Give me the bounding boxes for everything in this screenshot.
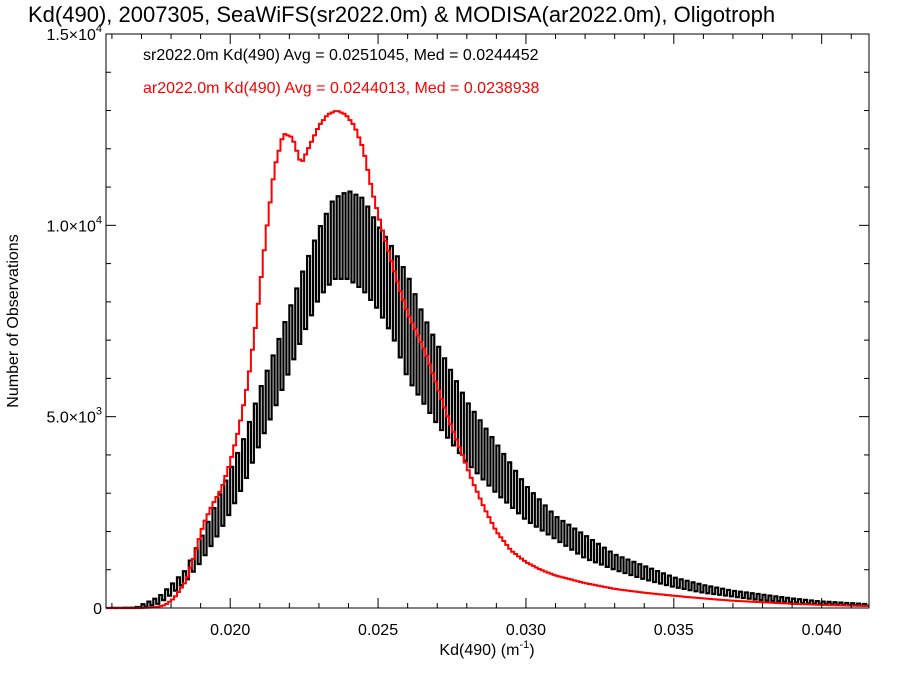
y-tick-label-0: 0 [93,601,102,618]
x-axis: 0.020 0.025 0.030 0.035 0.040 [111,34,852,639]
plot-series [106,110,869,610]
y-axis: 0 5.0×103 1.0×104 1.5×104 [46,23,869,618]
histogram-series-1 [106,110,869,609]
plot-frame [105,33,870,609]
legend-entry-sr2022: sr2022.0m Kd(490) Avg = 0.0251045, Med =… [143,47,539,64]
chart-title: Kd(490), 2007305, SeaWiFS(sr2022.0m) & M… [28,2,775,27]
legend-entry-ar2022: ar2022.0m Kd(490) Avg = 0.0244013, Med =… [143,80,540,97]
x-tick-label-3: 0.035 [654,622,694,639]
y-axis-label: Number of Observations [5,234,22,407]
y-tick-label-3: 1.5×104 [46,23,102,44]
x-tick-label-4: 0.040 [802,622,842,639]
y-tick-label-2: 1.0×104 [46,214,102,235]
histogram-series-0 [106,190,869,610]
x-tick-label-1: 0.025 [358,622,398,639]
y-tick-label-1: 5.0×103 [46,406,102,427]
x-tick-label-0: 0.020 [210,622,250,639]
x-tick-label-2: 0.030 [506,622,546,639]
x-axis-label: Kd(490) (m-1) [439,639,534,659]
